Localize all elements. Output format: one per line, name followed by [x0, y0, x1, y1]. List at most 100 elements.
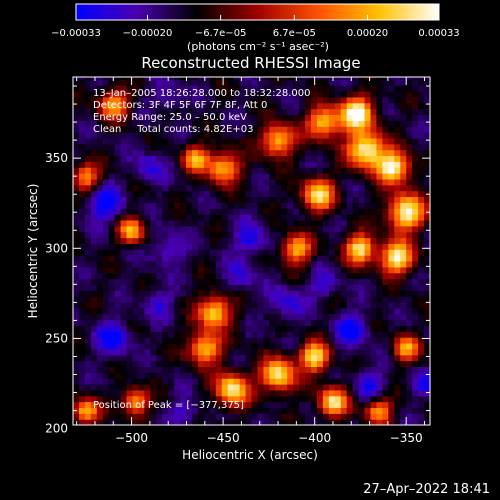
heatmap-cell	[412, 366, 419, 373]
heatmap-cell	[209, 77, 217, 80]
heatmap-cell	[299, 79, 306, 86]
heatmap-cell	[144, 190, 151, 198]
heatmap-cell	[233, 237, 241, 244]
heatmap-cell	[370, 219, 378, 227]
heatmap-cell	[382, 378, 389, 385]
heatmap-cell	[406, 167, 413, 174]
heatmap-cell	[424, 161, 430, 168]
heatmap-cell	[346, 266, 354, 274]
heatmap-cell	[126, 366, 134, 373]
heatmap-cell	[316, 278, 324, 285]
heatmap-cell	[215, 255, 223, 262]
heatmap-cell	[132, 219, 140, 227]
heatmap-cell	[334, 290, 342, 297]
heatmap-cell	[364, 372, 372, 379]
heatmap-cell	[281, 413, 288, 420]
heatmap-cell	[162, 90, 169, 98]
heatmap-cell	[78, 319, 86, 326]
heatmap-cell	[322, 348, 330, 356]
heatmap-cell	[358, 167, 366, 174]
heatmap-cell	[162, 296, 169, 303]
heatmap-cell	[197, 102, 205, 110]
heatmap-cell	[370, 249, 378, 256]
heatmap-cell	[174, 190, 181, 198]
heatmap-cell	[192, 413, 199, 420]
colorbar-units-label: (photons cm⁻² s⁻¹ asec⁻²)	[187, 40, 329, 53]
heatmap-cell	[293, 202, 300, 209]
heatmap-cell	[114, 208, 122, 215]
heatmap-cell	[108, 85, 116, 92]
heatmap-cell	[186, 167, 193, 174]
heatmap-cell	[144, 208, 151, 215]
heatmap-cell	[239, 372, 247, 379]
heatmap-cell	[73, 114, 80, 121]
heatmap-cell	[251, 184, 259, 192]
heatmap-cell	[424, 120, 430, 127]
heatmap-cell	[406, 255, 413, 262]
heatmap-cell	[114, 278, 122, 285]
heatmap-cell	[370, 284, 378, 291]
heatmap-cell	[221, 102, 229, 110]
heatmap-cell	[406, 184, 413, 192]
heatmap-cell	[370, 79, 378, 86]
heatmap-cell	[203, 161, 211, 168]
heatmap-cell	[209, 202, 217, 209]
heatmap-cell	[293, 407, 300, 414]
heatmap-cell	[96, 249, 104, 256]
heatmap-cell	[227, 395, 235, 403]
heatmap-cell	[138, 120, 145, 127]
heatmap-cell	[233, 79, 241, 86]
heatmap-cell	[233, 278, 241, 285]
heatmap-cell	[376, 114, 383, 121]
heatmap-cell	[287, 219, 294, 227]
heatmap-cell	[73, 372, 80, 379]
heatmap-cell	[388, 290, 395, 297]
heatmap-cell	[239, 237, 247, 244]
heatmap-cell	[275, 260, 282, 268]
heatmap-cell	[221, 155, 229, 162]
heatmap-cell	[257, 208, 264, 215]
heatmap-cell	[251, 419, 259, 425]
heatmap-cell	[257, 173, 264, 180]
heatmap-cell	[197, 108, 205, 116]
heatmap-cell	[233, 155, 241, 162]
heatmap-cell	[233, 108, 241, 116]
heatmap-cell	[197, 296, 205, 303]
heatmap-cell	[322, 131, 330, 139]
heatmap-cell	[388, 77, 395, 80]
heatmap-cell	[239, 325, 247, 332]
heatmap-cell	[180, 354, 187, 362]
heatmap-cell	[322, 90, 330, 98]
heatmap-cell	[305, 196, 312, 203]
heatmap-cell	[162, 202, 169, 209]
heatmap-cell	[334, 372, 342, 379]
heatmap-cell	[412, 331, 419, 338]
heatmap-cell	[412, 348, 419, 356]
heatmap-cell	[186, 184, 193, 192]
heatmap-cell	[96, 202, 104, 209]
heatmap-cell	[334, 225, 342, 233]
heatmap-cell	[138, 85, 145, 92]
heatmap-cell	[78, 149, 86, 157]
heatmap-cell	[382, 90, 389, 98]
heatmap-cell	[132, 178, 140, 186]
heatmap-cell	[197, 167, 205, 174]
heatmap-cell	[162, 190, 169, 198]
heatmap-cell	[424, 202, 430, 209]
heatmap-cell	[78, 366, 86, 373]
heatmap-cell	[358, 378, 366, 385]
heatmap-cell	[382, 219, 389, 227]
heatmap-cell	[364, 290, 372, 297]
heatmap-cell	[102, 202, 110, 209]
heatmap-cell	[376, 260, 383, 268]
heatmap-cell	[180, 126, 187, 133]
heatmap-cell	[352, 348, 360, 356]
heatmap-cell	[84, 237, 92, 244]
heatmap-cell	[418, 255, 425, 262]
heatmap-cell	[400, 378, 407, 385]
heatmap-cell	[126, 296, 134, 303]
heatmap-cell	[233, 90, 241, 98]
heatmap-cell	[251, 114, 259, 121]
heatmap-cell	[126, 85, 134, 92]
heatmap-cell	[352, 401, 360, 409]
